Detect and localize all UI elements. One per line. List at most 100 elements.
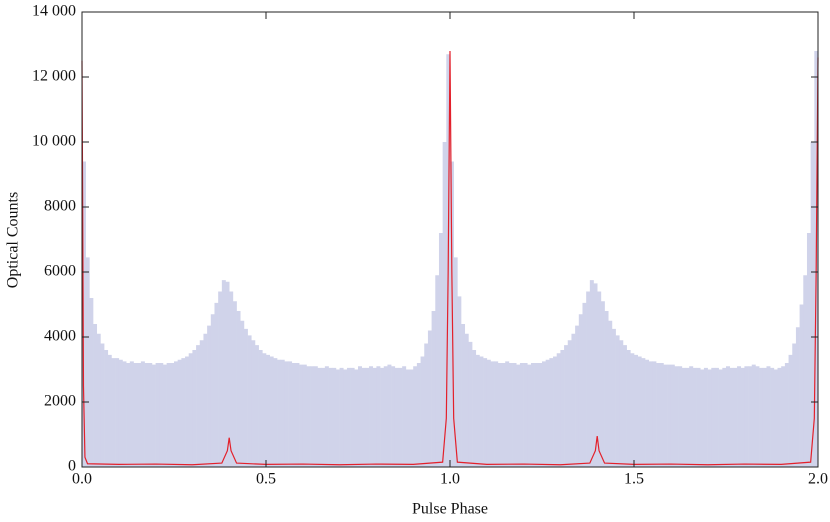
histogram-bar — [85, 257, 90, 467]
histogram-bar — [512, 363, 517, 467]
histogram-bar — [376, 366, 381, 467]
histogram-bar — [203, 333, 208, 467]
histogram-bar — [416, 363, 421, 467]
histogram-bar — [803, 275, 808, 467]
histogram-bar — [159, 363, 164, 467]
histogram-bar — [586, 291, 591, 467]
histogram-bar — [582, 302, 587, 467]
histogram-bar — [100, 343, 105, 467]
histogram-bar — [162, 364, 167, 467]
histogram-bar — [313, 366, 318, 467]
histogram-bar — [755, 366, 760, 467]
histogram-bar — [674, 366, 679, 467]
histogram-bar — [380, 367, 385, 467]
histogram-bar — [210, 314, 215, 467]
histogram-bar — [96, 333, 101, 467]
histogram-bar — [726, 366, 730, 467]
histogram-bar — [711, 367, 716, 467]
histogram-bar — [291, 363, 296, 467]
histogram-bar — [748, 366, 753, 467]
histogram-bar — [604, 311, 609, 467]
histogram-bar — [806, 233, 811, 467]
histogram-bar — [703, 367, 708, 467]
histogram-bar — [759, 367, 764, 467]
histogram-bar — [626, 350, 631, 467]
histogram-bar — [718, 369, 723, 467]
histogram-bar — [137, 363, 142, 467]
histogram-bar — [700, 369, 705, 467]
histogram-bar — [589, 280, 594, 467]
histogram-bar — [523, 363, 528, 467]
histogram-bar — [218, 291, 223, 467]
histogram-bar — [82, 161, 86, 467]
histogram-bar — [751, 364, 756, 467]
histogram-bar — [486, 359, 491, 467]
histogram-bar — [475, 354, 480, 467]
histogram-bar — [420, 356, 425, 467]
histogram-bar — [280, 359, 285, 467]
histogram-bar — [545, 359, 550, 467]
histogram-bar — [737, 366, 742, 467]
histogram-bar — [645, 359, 650, 467]
histogram-bar — [575, 325, 580, 467]
x-tick-label: 1.5 — [624, 471, 644, 488]
histogram-bar — [634, 354, 638, 467]
histogram-bar — [295, 363, 300, 467]
histogram-bar — [232, 301, 237, 467]
histogram-bar — [689, 366, 694, 467]
histogram-bar — [335, 369, 340, 467]
histogram-bar — [104, 350, 109, 467]
histogram-bar — [457, 296, 462, 467]
histogram-bar — [740, 367, 745, 467]
histogram-bar — [185, 356, 190, 467]
histogram-bar — [600, 301, 605, 467]
histogram-bar — [659, 363, 664, 467]
histogram-bar — [402, 366, 407, 467]
histogram-bar — [641, 358, 646, 467]
histogram-bar — [553, 356, 558, 467]
y-tick-label: 8000 — [44, 198, 76, 215]
histogram-bar — [593, 283, 598, 467]
histogram-bar — [365, 367, 370, 467]
y-axis-label: Optical Counts — [5, 192, 22, 288]
histogram-bar — [93, 324, 98, 467]
histogram-bar — [413, 366, 418, 467]
histogram-bar — [166, 363, 171, 467]
histogram-bar — [578, 314, 583, 467]
histogram-bar — [247, 335, 252, 467]
histogram-bar — [733, 367, 738, 467]
histogram-bar — [107, 354, 112, 467]
histogram-bar — [409, 369, 414, 467]
y-tick-label: 4000 — [44, 328, 76, 345]
histogram-bar — [667, 364, 672, 467]
histogram-bar — [692, 367, 697, 467]
histogram-bar — [405, 369, 410, 467]
histogram-bar — [126, 363, 131, 467]
histogram-bar — [777, 367, 782, 467]
histogram-bar — [148, 363, 153, 467]
histogram-bar — [714, 367, 719, 467]
histogram-bar — [383, 366, 388, 467]
x-tick-label: 0.0 — [72, 471, 92, 488]
histogram-bar — [361, 367, 366, 467]
histogram-bar — [516, 364, 521, 467]
histogram-bar — [766, 366, 771, 467]
histogram-bar — [770, 367, 775, 467]
histogram-bar — [214, 302, 219, 467]
histogram-bar — [810, 142, 815, 467]
histogram-bar — [619, 340, 624, 467]
histogram-bar — [310, 366, 315, 467]
histogram-bar — [343, 369, 348, 467]
histogram-bar — [799, 304, 804, 467]
histogram-bar — [243, 328, 248, 467]
histogram-bar — [652, 361, 657, 467]
histogram-bar — [472, 350, 477, 467]
histogram-bar — [556, 353, 561, 467]
histogram-bar — [781, 366, 786, 467]
histogram-bar — [560, 350, 565, 467]
histogram-bar — [788, 354, 793, 467]
y-tick-label: 2000 — [44, 393, 76, 410]
histogram-bar — [622, 345, 627, 467]
histogram-bar — [461, 324, 466, 467]
